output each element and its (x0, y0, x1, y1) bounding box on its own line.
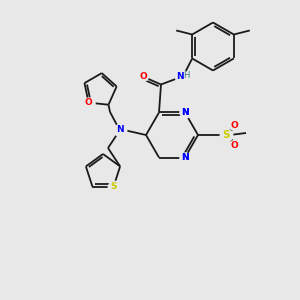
Text: O: O (230, 121, 238, 130)
Text: S: S (222, 130, 230, 140)
Text: N: N (116, 125, 124, 134)
Text: N: N (176, 72, 184, 81)
Text: N: N (181, 108, 189, 117)
Text: H: H (183, 71, 189, 80)
Text: O: O (230, 140, 238, 149)
Text: O: O (85, 98, 92, 107)
Text: S: S (110, 182, 117, 191)
Text: N: N (181, 153, 189, 162)
Text: N: N (181, 153, 189, 162)
Text: O: O (139, 72, 147, 81)
Text: N: N (181, 108, 189, 117)
